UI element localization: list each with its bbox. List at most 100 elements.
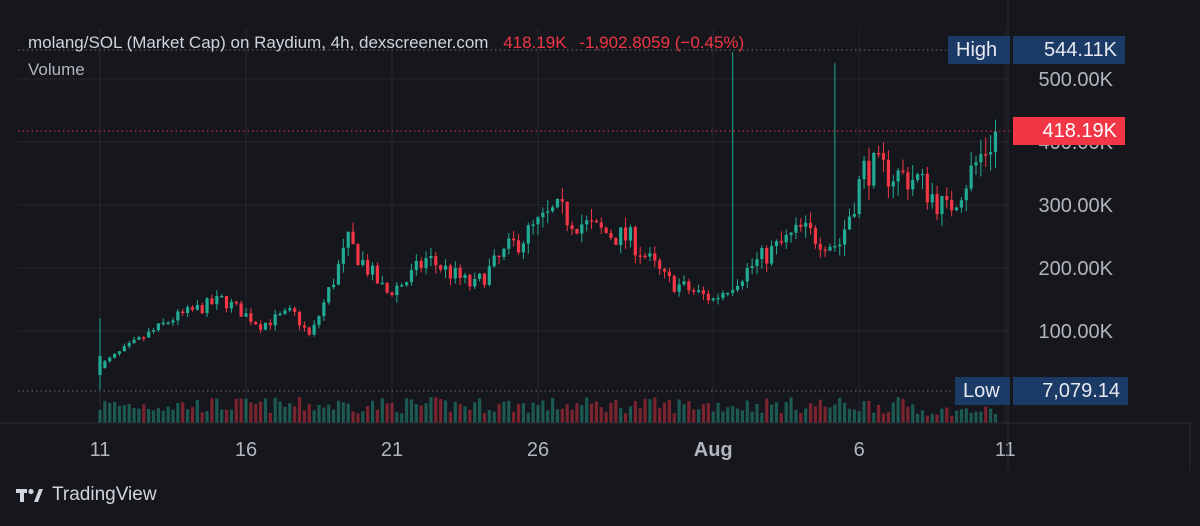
legend-title: molang/SOL (Market Cap) on Raydium, 4h, … xyxy=(28,33,489,52)
volume-bar xyxy=(648,399,652,423)
volume-bar xyxy=(896,397,900,423)
volume-bar xyxy=(551,397,555,423)
candle-body xyxy=(103,361,107,368)
candle-body xyxy=(745,267,749,282)
candle-body xyxy=(789,232,793,235)
candle-body xyxy=(755,259,759,267)
candle-body xyxy=(268,322,272,326)
candle-body xyxy=(161,322,165,325)
volume-bar xyxy=(195,399,199,423)
volume-bar xyxy=(375,409,379,423)
candle-body xyxy=(117,351,122,354)
candle-body xyxy=(624,227,628,241)
volume-bar xyxy=(974,411,978,423)
volume-bar xyxy=(341,402,345,423)
volume-bar xyxy=(366,405,370,423)
volume-bar xyxy=(482,413,487,423)
volume-bar xyxy=(677,399,681,423)
volume-bar xyxy=(98,410,102,423)
candle-body xyxy=(677,284,681,292)
volume-bar xyxy=(789,397,793,423)
candle-body xyxy=(726,292,730,295)
candle-body xyxy=(405,282,409,286)
volume-bar xyxy=(945,407,949,423)
candle-body xyxy=(137,337,141,340)
candle-body xyxy=(151,330,156,332)
candle-body xyxy=(487,266,491,285)
candle-body xyxy=(609,232,613,238)
volume-bar xyxy=(531,402,535,423)
candle-body xyxy=(667,271,671,277)
volume-bar xyxy=(619,408,623,423)
x-tick-label: 16 xyxy=(235,439,257,461)
candle-body xyxy=(599,222,603,228)
volume-bar xyxy=(950,415,954,423)
volume-bar xyxy=(770,404,774,423)
candle-body xyxy=(750,266,754,268)
candle-body xyxy=(706,293,710,301)
volume-bar xyxy=(492,411,496,423)
candle-body xyxy=(711,298,715,301)
volume-bar xyxy=(959,409,963,423)
candle-body xyxy=(312,324,316,335)
volume-bar xyxy=(327,404,331,423)
candle-body xyxy=(799,224,803,227)
volume-bar xyxy=(117,405,122,423)
candle-body xyxy=(190,307,195,310)
volume-bar xyxy=(575,403,579,423)
candle-body xyxy=(458,267,462,278)
candle-body xyxy=(877,152,881,155)
candle-body xyxy=(551,207,555,212)
candle-body xyxy=(658,260,662,269)
volume-bar xyxy=(755,403,759,423)
candle-body xyxy=(512,238,516,241)
x-tick-label: Aug xyxy=(694,439,733,461)
y-tick-label: 300.00K xyxy=(1038,195,1113,217)
volume-bar xyxy=(463,406,467,423)
candle-body xyxy=(390,292,394,296)
candle-body xyxy=(283,310,287,314)
candle-body xyxy=(920,173,925,176)
volume-bar xyxy=(813,406,817,423)
volume-bar xyxy=(385,403,389,423)
candle-body xyxy=(200,305,204,314)
candle-body xyxy=(818,243,822,250)
volume-bar xyxy=(336,400,341,423)
last-price-tag: 418.19K xyxy=(1013,117,1125,145)
volume-bar xyxy=(297,397,302,423)
candle-body xyxy=(891,181,895,187)
volume-bar xyxy=(692,409,696,423)
candle-body xyxy=(653,253,657,261)
volume-bar xyxy=(142,404,146,423)
candle-body xyxy=(833,245,837,248)
candle-body xyxy=(166,322,170,325)
series-legend: molang/SOL (Market Cap) on Raydium, 4h, … xyxy=(28,33,744,53)
candle-body xyxy=(546,211,550,213)
volume-bar xyxy=(278,401,282,423)
candle-body xyxy=(916,174,920,180)
tradingview-brand[interactable]: TradingView xyxy=(16,484,157,506)
volume-bar xyxy=(205,411,209,423)
volume-bar xyxy=(200,412,204,423)
volume-bar xyxy=(901,398,905,423)
candle-body xyxy=(565,201,569,226)
candle-body xyxy=(229,301,233,309)
volume-bar xyxy=(993,413,998,423)
candle-body xyxy=(132,339,136,343)
volume-bar xyxy=(181,402,185,423)
tradingview-logo-icon xyxy=(16,488,43,502)
candle-body xyxy=(580,224,584,234)
candle-body xyxy=(497,255,501,258)
candle-body xyxy=(852,213,856,217)
high-value: 544.11K xyxy=(1013,36,1125,64)
candle-body xyxy=(288,308,292,311)
volume-bar xyxy=(877,404,881,423)
volume-bar xyxy=(220,409,224,423)
volume-bar xyxy=(555,409,560,423)
candle-body xyxy=(113,353,117,358)
volume-bar xyxy=(190,407,195,423)
candle-body xyxy=(765,248,769,264)
volume-bar xyxy=(507,400,511,423)
